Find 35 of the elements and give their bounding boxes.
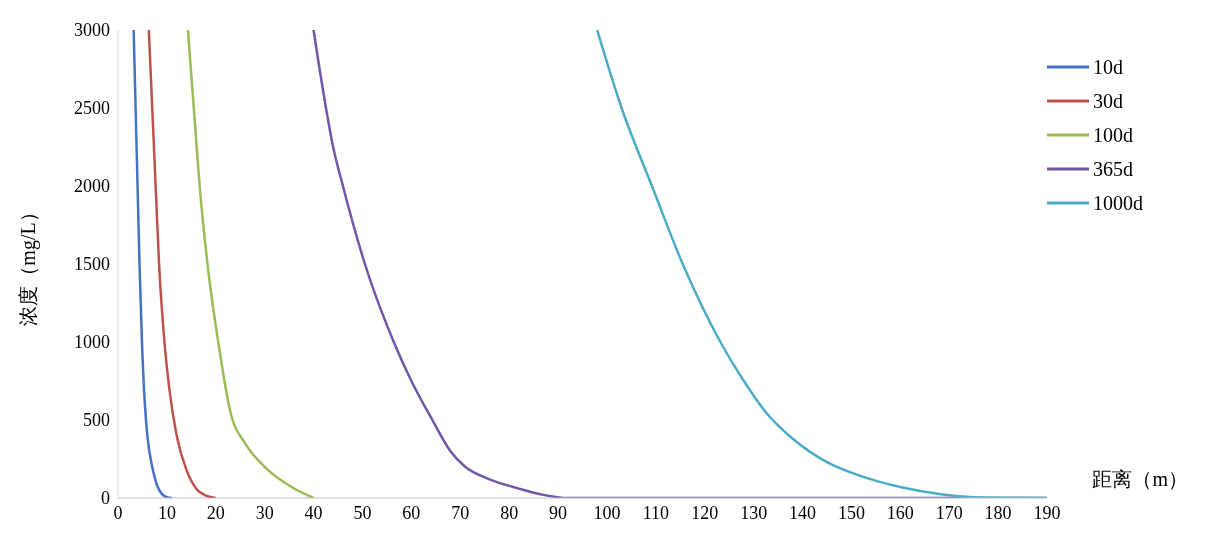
legend-label: 100d [1093,123,1133,147]
line-series [186,30,315,498]
x-tick-label: 90 [549,502,568,523]
x-tick-label: 10 [157,502,176,523]
y-tick-label: 500 [83,410,110,431]
y-tick-label: 2500 [74,98,110,119]
legend-label: 30d [1093,89,1123,113]
legend-label: 365d [1093,157,1133,181]
x-tick-label: 70 [451,502,470,523]
x-tick-label: 180 [984,502,1012,523]
x-tick-label: 50 [353,502,372,523]
x-tick-label: 80 [500,502,519,523]
x-tick-label: 0 [113,502,123,523]
x-tick-label: 120 [691,502,719,523]
y-tick-label: 1000 [74,332,110,353]
x-axis-title: 距离（m） [1092,468,1188,490]
x-tick-label: 140 [789,502,817,523]
y-axis-title: 浓度（mg/L） [17,202,41,326]
x-tick-label: 60 [402,502,421,523]
x-tick-label: 40 [304,502,323,523]
legend-label: 10d [1093,55,1123,79]
x-tick-label: 170 [935,502,963,523]
x-tick-label: 190 [1033,502,1061,523]
y-tick-label: 2000 [74,176,110,197]
x-tick-label: 150 [837,502,865,523]
x-tick-label: 30 [255,502,274,523]
legend-label: 1000d [1093,191,1143,215]
x-tick-label: 160 [886,502,914,523]
x-tick-label: 130 [740,502,768,523]
y-tick-label: 1500 [74,254,110,275]
x-tick-label: 100 [593,502,621,523]
y-tick-label: 3000 [74,20,110,41]
y-tick-label: 0 [101,488,110,509]
x-tick-label: 110 [642,502,670,523]
x-tick-label: 20 [206,502,225,523]
